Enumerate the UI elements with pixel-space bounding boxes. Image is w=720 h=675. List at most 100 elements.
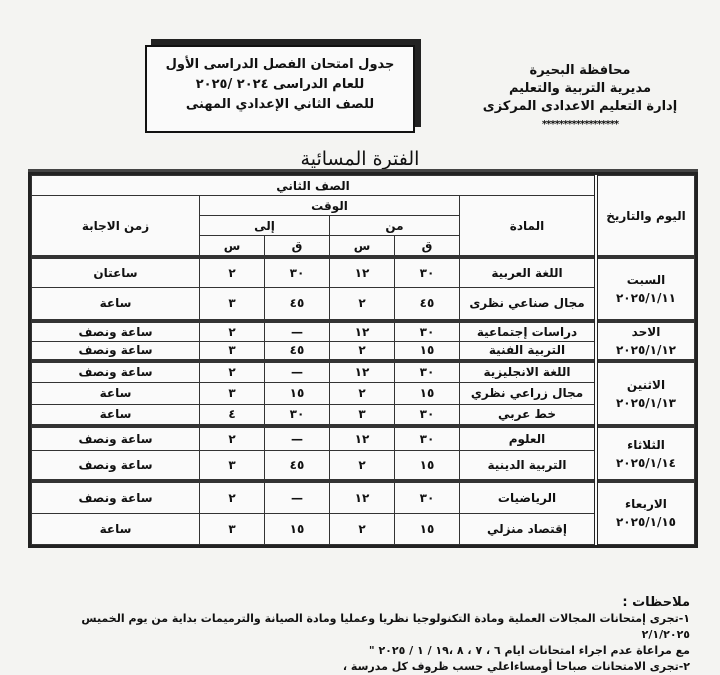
subject-cell: اللغة العربية	[459, 255, 597, 288]
duration-cell: ساعة ونصف	[31, 340, 200, 362]
header-to: إلى	[199, 215, 330, 236]
subject-cell: دراسات إجتماعية	[459, 319, 597, 342]
from-minute-cell: ٣٠	[394, 424, 460, 451]
header-to-minute: ق	[264, 235, 330, 258]
title-line: للعام الدراسى ٢٠٢٤ /٢٠٢٥	[195, 77, 365, 92]
org-line: محافظة البحيرة	[529, 63, 631, 78]
duration-cell: ساعتان	[31, 255, 200, 288]
note-line: ١-تجرى إمتحانات المجالات العملية ومادة ا…	[81, 612, 690, 641]
day-name: الاربعاء	[625, 497, 667, 512]
day-date-cell: الاربعاء ٢٠٢٥/١/١٥	[594, 479, 695, 545]
to-minute-cell: —	[264, 424, 330, 451]
header-from: من	[329, 215, 460, 236]
to-minute-cell: ١٥	[264, 512, 330, 545]
to-hour-cell: ٣	[199, 449, 265, 482]
exam-title-box: جدول امتحان الفصل الدراسى الأول للعام ال…	[145, 45, 415, 133]
from-hour-cell: ١٢	[329, 479, 395, 514]
from-minute-cell: ٣٠	[394, 359, 460, 383]
subject-cell: العلوم	[459, 424, 597, 451]
exam-date: ٢٠٢٥/١/١٤	[615, 455, 677, 470]
to-hour-cell: ٤	[199, 403, 265, 427]
header-day-date: اليوم والتاريخ	[594, 175, 695, 258]
stars-divider: ******************	[541, 119, 619, 130]
to-hour-cell: ٢	[199, 319, 265, 342]
day-name: الثلاثاء	[627, 437, 665, 452]
day-name: السبت	[626, 273, 666, 287]
exam-schedule-table: اليوم والتاريخ الصف الثاني المادة الوقت …	[28, 172, 698, 548]
table-row: إقتصاد منزلي ١٥ ٢ ١٥ ٣ ساعة	[31, 512, 695, 545]
from-minute-cell: ٣٠	[394, 255, 460, 288]
to-hour-cell: ٢	[199, 479, 265, 514]
header-duration: زمن الاجابة	[31, 195, 200, 258]
from-hour-cell: ٢	[329, 381, 395, 405]
schedule-body: السبت ٢٠٢٥/١/١١ اللغة العربية ٣٠ ١٢ ٣٠ ٢ ساعتان…	[31, 255, 695, 545]
from-hour-cell: ٢	[329, 512, 395, 545]
from-minute-cell: ٣٠	[394, 479, 460, 514]
header-subject: المادة	[459, 195, 597, 258]
from-hour-cell: ١٢	[329, 424, 395, 451]
table-row: التربية الدينية ١٥ ٢ ٤٥ ٣ ساعة ونصف	[31, 449, 695, 482]
to-minute-cell: —	[264, 479, 330, 514]
table-row: التربية الفنية ١٥ ٢ ٤٥ ٣ ساعة ونصف	[31, 340, 695, 362]
organization-header: محافظة البحيرة مديرية التربية والتعليم إ…	[470, 62, 690, 134]
subject-cell: خط عربي	[459, 403, 597, 427]
exam-date: ٢٠٢٥/١/١٣	[615, 395, 677, 410]
subject-cell: مجال زراعي نظري	[459, 381, 597, 405]
from-minute-cell: ٣٠	[394, 403, 460, 427]
from-hour-cell: ١٢	[329, 319, 395, 342]
to-minute-cell: ٣٠	[264, 255, 330, 288]
from-hour-cell: ٢	[329, 286, 395, 322]
day-date-cell: الاثنين ٢٠٢٥/١/١٣	[594, 359, 695, 427]
header-time: الوقت	[199, 195, 460, 216]
subject-cell: إقتصاد منزلي	[459, 512, 597, 545]
exam-date: ٢٠٢٥/١/١٢	[615, 343, 677, 357]
duration-cell: ساعة	[31, 403, 200, 427]
subject-cell: الرياضيات	[459, 479, 597, 514]
duration-cell: ساعة	[31, 512, 200, 545]
notes-title: ملاحظات :	[622, 595, 690, 610]
from-hour-cell: ١٢	[329, 255, 395, 288]
day-date-cell: الثلاثاء ٢٠٢٥/١/١٤	[594, 424, 695, 482]
to-hour-cell: ٣	[199, 340, 265, 362]
subject-cell: التربية الفنية	[459, 340, 597, 362]
to-hour-cell: ٢	[199, 359, 265, 383]
duration-cell: ساعة ونصف	[31, 424, 200, 451]
note-line: مع مراعاة عدم اجراء امتحانات ايام ٦ ، ٧ …	[368, 644, 690, 657]
from-minute-cell: ٣٠	[394, 319, 460, 342]
table-row: الاحد ٢٠٢٥/١/١٢ دراسات إجتماعية ٣٠ ١٢—٢ ساعة …	[31, 319, 695, 362]
to-minute-cell: ٤٥	[264, 340, 330, 362]
to-hour-cell: ٣	[199, 286, 265, 322]
header-grade: الصف الثاني	[31, 175, 597, 196]
table-row: الاثنين ٢٠٢٥/١/١٣ اللغة الانجليزية ٣٠ ١٢—٢ سا…	[31, 359, 695, 427]
period-heading: الفترة المسائية	[300, 148, 420, 170]
header-to-hour: س	[199, 235, 265, 258]
to-minute-cell: ٤٥	[264, 449, 330, 482]
duration-cell: ساعة ونصف	[31, 479, 200, 514]
notes-section: ملاحظات : ١-تجرى إمتحانات المجالات العمل…	[40, 595, 690, 675]
exam-date: ٢٠٢٥/١/١١	[615, 291, 677, 305]
duration-cell: ساعة	[31, 381, 200, 405]
table-row: مجال زراعي نظري ١٥ ٢ ١٥ ٣ ساعة	[31, 381, 695, 405]
to-minute-cell: ٣٠	[264, 403, 330, 427]
from-hour-cell: ٢	[329, 449, 395, 482]
table-row: مجال صناعي نظرى ٤٥ ٢ ٤٥ ٣ ساعة	[31, 286, 695, 322]
day-name: الاثنين	[626, 377, 666, 392]
to-minute-cell: —	[264, 359, 330, 383]
to-hour-cell: ٢	[199, 255, 265, 288]
to-minute-cell: ٤٥	[264, 286, 330, 322]
subject-cell: اللغة الانجليزية	[459, 359, 597, 383]
from-minute-cell: ١٥	[394, 512, 460, 545]
note-line: ٢-تجرى الامتحانات صباحا أومساءاعلي حسب ظ…	[342, 660, 690, 673]
from-minute-cell: ١٥	[394, 449, 460, 482]
day-name: الاحد	[631, 325, 661, 339]
subject-cell: التربية الدينية	[459, 449, 597, 482]
duration-cell: ساعة	[31, 286, 200, 322]
to-hour-cell: ٣	[199, 512, 265, 545]
from-hour-cell: ١٢	[329, 359, 395, 383]
to-minute-cell: —	[264, 319, 330, 342]
to-hour-cell: ٢	[199, 424, 265, 451]
org-line: مديرية التربية والتعليم	[508, 81, 652, 96]
to-hour-cell: ٣	[199, 381, 265, 405]
from-minute-cell: ٤٥	[394, 286, 460, 322]
day-date-cell: السبت ٢٠٢٥/١/١١	[594, 255, 695, 322]
